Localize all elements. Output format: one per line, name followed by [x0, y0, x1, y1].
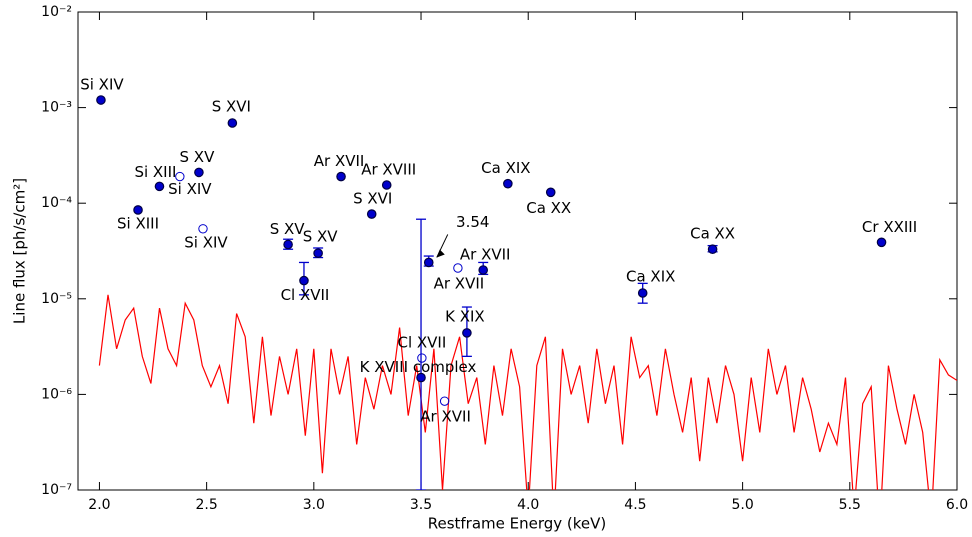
- data-point: [416, 372, 426, 383]
- open-point: [439, 396, 450, 406]
- point-label: Cl XVII: [397, 334, 446, 352]
- y-axis-label: Line flux [ph/s/cm²]: [11, 178, 29, 324]
- open-point: [175, 171, 185, 182]
- data-point: [133, 205, 143, 215]
- point-label: Si XIII: [134, 163, 176, 181]
- point-label: K XIX: [445, 307, 485, 325]
- x-tick-label: 6.0: [946, 497, 968, 513]
- point-label: Cr XXIII: [862, 218, 917, 236]
- x-tick-label: 5.5: [839, 497, 861, 513]
- x-tick-label: 4.0: [517, 497, 539, 513]
- data-point: [194, 167, 204, 178]
- open-point: [453, 263, 463, 273]
- point-label: Ar XVIII: [361, 161, 416, 179]
- x-tick-label: 2.5: [196, 497, 218, 513]
- point-label: Ar XVII: [420, 408, 471, 426]
- data-point: [283, 239, 293, 250]
- data-point: [154, 181, 165, 192]
- point-label: Ca XIX: [626, 267, 675, 285]
- y-tick-label: 10⁻⁷: [41, 482, 72, 498]
- data-point: [876, 237, 887, 248]
- point-label: Ar XVII: [434, 274, 485, 292]
- x-tick-label: 3.0: [303, 497, 325, 513]
- y-tick-label: 10⁻²: [41, 4, 72, 20]
- data-point: [637, 288, 648, 298]
- data-point: [336, 171, 346, 182]
- y-tick-label: 10⁻⁶: [41, 386, 72, 402]
- y-tick-label: 10⁻⁵: [41, 291, 72, 307]
- point-label: S XV: [303, 228, 339, 246]
- point-label: Ar XVII: [314, 152, 365, 170]
- y-tick-label: 10⁻³: [41, 100, 72, 116]
- data-point: [381, 180, 392, 190]
- x-tick-label: 4.5: [624, 497, 646, 513]
- annotation-arrowhead: [436, 249, 445, 258]
- data-point: [313, 248, 323, 258]
- data-point: [366, 209, 377, 219]
- point-label: Si XIII: [117, 214, 159, 232]
- point-label: 3.54: [456, 213, 489, 231]
- open-point: [198, 224, 208, 234]
- point-label: Cl XVII: [281, 286, 330, 304]
- data-point: [707, 244, 718, 255]
- point-label: Ca XX: [690, 225, 735, 243]
- data-point: [96, 95, 106, 105]
- plot-frame: [77, 11, 958, 491]
- data-point: [227, 118, 238, 128]
- point-label: S XVI: [212, 98, 251, 116]
- point-label: Si XIV: [168, 180, 212, 198]
- point-label: Ca XX: [526, 199, 571, 217]
- data-point: [299, 275, 309, 286]
- point-label: Ca XIX: [481, 159, 530, 177]
- data-point: [462, 328, 472, 338]
- x-axis-label: Restframe Energy (keV): [428, 515, 607, 533]
- data-point: [478, 265, 488, 275]
- point-label: S XV: [180, 148, 216, 166]
- point-label: Ar XVII: [460, 246, 511, 264]
- data-point: [545, 187, 556, 198]
- x-tick-label: 3.5: [410, 497, 432, 513]
- plot-area: [96, 95, 957, 490]
- noise-line: [98, 294, 957, 490]
- data-point: [423, 257, 434, 268]
- open-point: [417, 353, 427, 363]
- data-point: [503, 178, 513, 189]
- y-tick-label: 10⁻⁴: [41, 195, 72, 211]
- point-label: Si XIV: [80, 76, 124, 94]
- x-tick-label: 5.0: [731, 497, 753, 513]
- point-label: S XV: [270, 220, 306, 238]
- x-tick-label: 2.0: [88, 497, 110, 513]
- point-label: S XVI: [353, 190, 392, 208]
- point-label: K XVIII complex: [360, 358, 477, 376]
- point-label: Si XIV: [184, 233, 228, 251]
